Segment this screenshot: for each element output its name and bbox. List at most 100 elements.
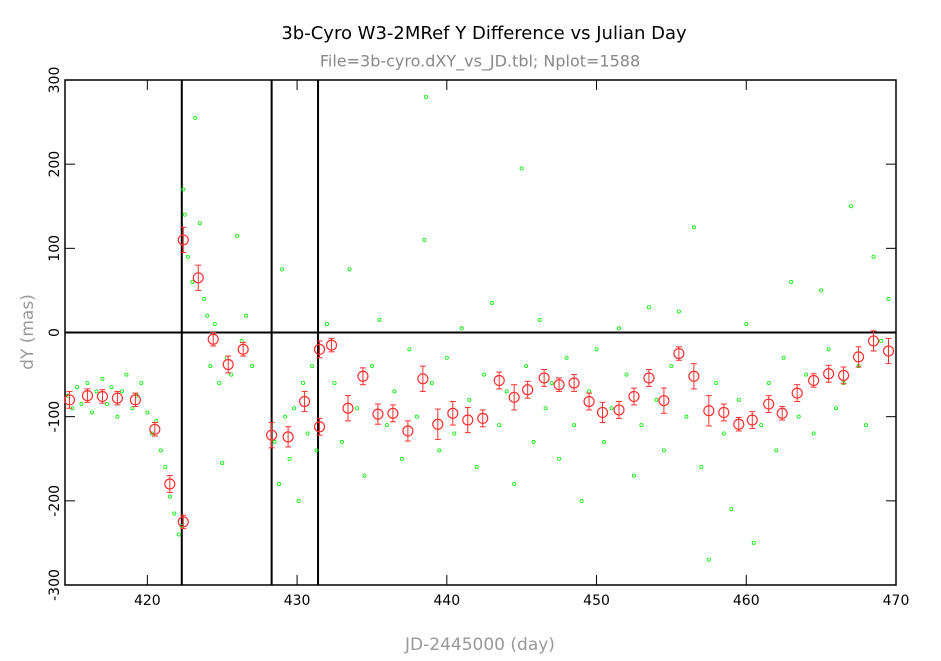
data-point [729, 507, 734, 512]
data-point [549, 380, 554, 385]
x-tick-label: 450 [583, 593, 610, 609]
mean-point [177, 516, 189, 528]
data-point [676, 309, 681, 314]
data-point [489, 301, 494, 306]
mean-point [111, 392, 124, 404]
data-point [706, 557, 711, 562]
mean-point [628, 390, 640, 403]
data-point [384, 423, 389, 428]
data-point [557, 456, 562, 461]
y-tick-label: 0 [47, 328, 63, 337]
mean-point [129, 394, 141, 406]
data-point [100, 376, 105, 381]
data-point [512, 481, 517, 486]
data-point [392, 389, 397, 394]
mean-point [372, 408, 384, 420]
mean-point [688, 370, 700, 382]
data-point [85, 380, 90, 385]
data-point [691, 225, 696, 230]
data-point [94, 389, 99, 394]
data-point [504, 389, 509, 394]
mean-point [222, 358, 234, 371]
mean-point [81, 390, 94, 402]
data-point [879, 338, 884, 343]
mean-point [823, 368, 835, 380]
data-point [208, 364, 213, 369]
data-point [519, 166, 524, 171]
data-point [537, 317, 542, 322]
data-point [482, 372, 487, 377]
mean-point [447, 407, 459, 419]
data-point [79, 402, 84, 407]
data-point [239, 338, 244, 343]
data-point [721, 431, 726, 436]
data-point [244, 313, 249, 318]
data-point [296, 498, 301, 503]
data-point [452, 431, 457, 436]
data-point [654, 397, 659, 402]
mean-point [718, 406, 730, 419]
data-point [669, 364, 674, 369]
y-tick-label: -300 [47, 569, 63, 601]
data-point [185, 254, 190, 259]
data-point [834, 406, 839, 411]
data-point [202, 296, 207, 301]
data-point [205, 313, 210, 318]
chart-subtitle: File=3b-cyro.dXY_vs_JD.tbl; Nplot=1588 [320, 52, 640, 72]
data-point [167, 494, 172, 499]
data-point [766, 380, 771, 385]
data-point [115, 414, 120, 419]
data-point [235, 233, 240, 238]
data-point [301, 380, 306, 385]
data-point [74, 385, 79, 390]
data-point [377, 317, 382, 322]
mean-point [867, 335, 880, 347]
mean-point [583, 395, 595, 408]
mean-point [538, 372, 550, 384]
data-point [467, 397, 472, 402]
data-point [220, 460, 225, 465]
data-point [119, 389, 124, 394]
data-point [272, 439, 277, 444]
mean-point [357, 370, 369, 382]
mean-point [432, 418, 444, 430]
mean-point [313, 343, 326, 355]
data-point [819, 288, 824, 293]
data-point [407, 347, 412, 352]
data-point [422, 237, 427, 242]
y-tick-label: -100 [47, 401, 63, 433]
data-point [699, 465, 704, 470]
data-point [796, 414, 801, 419]
mean-point [733, 418, 745, 430]
data-point [459, 326, 464, 331]
mean-point [192, 272, 204, 284]
data-point [325, 322, 330, 327]
mean-point [703, 405, 715, 417]
data-point [145, 410, 150, 415]
data-point [429, 380, 434, 385]
data-point [176, 532, 181, 537]
mean-point [508, 391, 520, 403]
data-point [579, 498, 584, 503]
mean-point [673, 347, 685, 360]
mean-point [207, 333, 219, 345]
mean-point [96, 390, 109, 403]
data-point [531, 439, 536, 444]
mean-point [568, 377, 580, 389]
mean-point [402, 425, 414, 437]
data-point [474, 465, 479, 470]
data-point [714, 380, 719, 385]
data-point [751, 540, 756, 545]
data-point [292, 406, 297, 411]
data-point [130, 406, 135, 411]
data-point [369, 364, 374, 369]
mean-point [493, 374, 505, 387]
data-point [182, 212, 187, 217]
data-point [332, 380, 337, 385]
data-point [609, 406, 614, 411]
mean-point [63, 394, 76, 406]
data-point [646, 305, 651, 310]
mean-point [298, 395, 311, 408]
